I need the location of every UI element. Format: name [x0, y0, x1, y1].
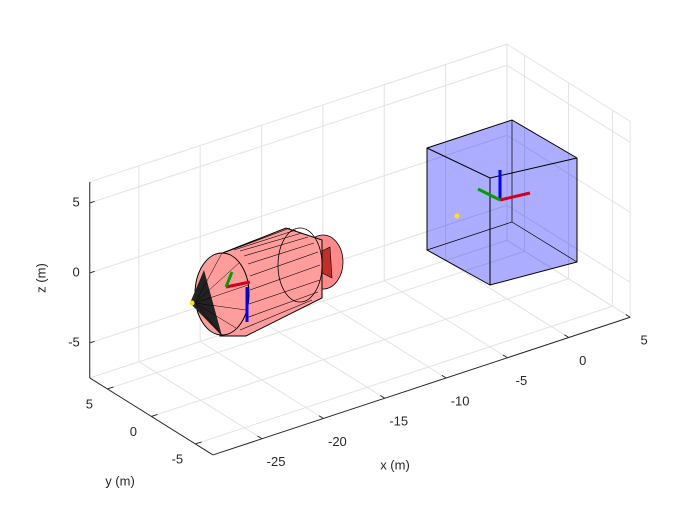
- x-tick: [502, 354, 508, 359]
- x-tick: [318, 415, 324, 419]
- grid-line: [195, 305, 613, 445]
- z-tick: [89, 270, 95, 274]
- scene: [189, 119, 578, 337]
- axes: x (m) y (m) z (m) -25 -20 -15 -10 -5 0 5 -5 0 5 -5…: [33, 181, 648, 488]
- grid: [89, 43, 631, 445]
- y-axis-label: y (m): [105, 473, 135, 488]
- triad-x: [225, 280, 251, 289]
- z-tick-label: -5: [68, 334, 80, 349]
- z-tick: [89, 200, 95, 204]
- cube: [426, 119, 578, 286]
- mesh: [225, 227, 321, 331]
- wall-edge: [89, 43, 508, 183]
- x-tick-label: -20: [328, 434, 347, 449]
- triad-y: [477, 187, 501, 202]
- cube-body: [427, 120, 577, 285]
- x-tick-label: -25: [267, 454, 286, 469]
- y-axis-line: [89, 377, 214, 456]
- z-tick-label: 0: [73, 264, 80, 279]
- front-mesh: [194, 252, 249, 336]
- grid-line: [506, 204, 631, 283]
- x-axis-line: [212, 316, 631, 456]
- y-tick-label: 0: [130, 424, 137, 439]
- grid-line: [89, 134, 508, 274]
- grid-line: [89, 64, 508, 204]
- x-tick: [257, 435, 263, 440]
- grid-line: [506, 134, 631, 213]
- x-tick: [380, 395, 386, 399]
- x-tick: [564, 334, 570, 338]
- grid-line: [151, 278, 569, 417]
- x-tick-label: -15: [389, 414, 408, 429]
- y-tick: [151, 413, 158, 417]
- marker: [189, 300, 195, 306]
- z-tick-label: 5: [73, 194, 80, 209]
- x-tick: [625, 314, 631, 318]
- y-tick-label: 5: [86, 396, 93, 411]
- x-axis-label: x (m): [380, 457, 410, 472]
- cylinder-end: [277, 227, 323, 303]
- z-axis-label: z (m): [33, 263, 48, 293]
- spacecraft: [189, 227, 344, 337]
- grid-line: [506, 64, 631, 143]
- z-tick: [89, 340, 95, 344]
- x-tick-label: -5: [516, 373, 528, 388]
- marker: [454, 213, 460, 219]
- x-tick-label: -10: [451, 393, 470, 408]
- cube-edge: [511, 221, 578, 263]
- grid-line: [107, 250, 525, 390]
- y-tick: [107, 386, 114, 390]
- y-tick-label: -5: [172, 451, 184, 466]
- triad-x: [499, 191, 531, 202]
- x-tick-label: 0: [579, 353, 586, 368]
- y-tick: [195, 441, 202, 445]
- x-tick: [441, 374, 447, 379]
- nose-cone: [190, 270, 222, 336]
- x-tick-label: 5: [641, 333, 648, 348]
- cube-outline: [426, 119, 578, 286]
- triad-y: [224, 271, 234, 288]
